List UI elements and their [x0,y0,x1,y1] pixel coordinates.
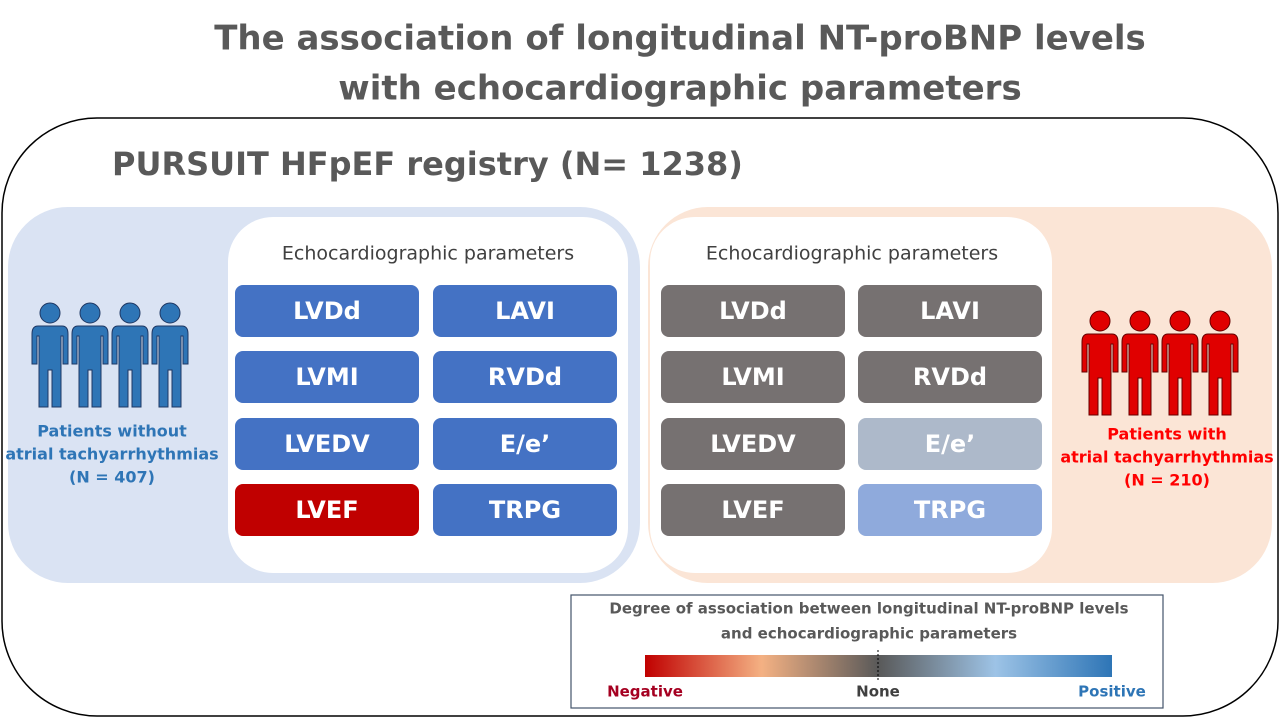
title-line: The association of longitudinal NT-proBN… [214,19,1146,59]
parameter-box [433,418,617,470]
group-label: (N = 210) [1124,471,1210,490]
group-label: Patients with [1107,425,1227,444]
group-label: atrial tachyarrhythmias [5,445,218,464]
group-label: Patients without [37,422,187,441]
parameter-box [661,351,845,403]
parameter-box [235,484,419,536]
parameter-label: E/e’ [925,430,976,458]
parameter-label: RVDd [488,363,562,391]
parameter-box [433,351,617,403]
parameter-label: E/e’ [500,430,551,458]
parameter-box [858,484,1042,536]
legend-title: and echocardiographic parameters [721,625,1017,643]
parameter-label: LVDd [719,297,787,325]
parameter-label: LVEF [721,496,784,524]
parameter-label: LVMI [295,363,358,391]
legend-label: Positive [1078,683,1146,701]
parameter-label: LVEDV [284,430,370,458]
parameter-label: RVDd [913,363,987,391]
parameter-box [661,285,845,337]
title-line: with echocardiographic parameters [338,69,1021,109]
parameter-box [433,484,617,536]
parameter-label: LAVI [495,297,555,325]
group-label: atrial tachyarrhythmias [1060,448,1273,467]
registry-frame [1,117,1279,717]
parameter-box [858,418,1042,470]
parameter-box [661,484,845,536]
parameter-label: LVEF [295,496,358,524]
parameter-label: LVMI [721,363,784,391]
parameter-box [858,285,1042,337]
parameter-box [433,285,617,337]
legend-label: Negative [607,683,683,701]
registry-title: PURSUIT HFpEF registry (N= 1238) [112,145,743,183]
legend-box [570,594,1164,709]
parameter-label: LAVI [920,297,980,325]
parameter-label: TRPG [489,496,561,524]
parameter-box [235,351,419,403]
panel-title: Echocardiographic parameters [282,243,574,265]
legend-title: Degree of association between longitudin… [609,600,1128,618]
parameter-box [235,285,419,337]
parameter-box [858,351,1042,403]
parameter-label: LVEDV [710,430,796,458]
panel-title: Echocardiographic parameters [706,243,998,265]
legend-label: None [856,683,900,701]
group-label: (N = 407) [69,468,155,487]
parameter-label: TRPG [914,496,986,524]
parameter-box [235,418,419,470]
parameter-box [661,418,845,470]
parameter-label: LVDd [293,297,361,325]
